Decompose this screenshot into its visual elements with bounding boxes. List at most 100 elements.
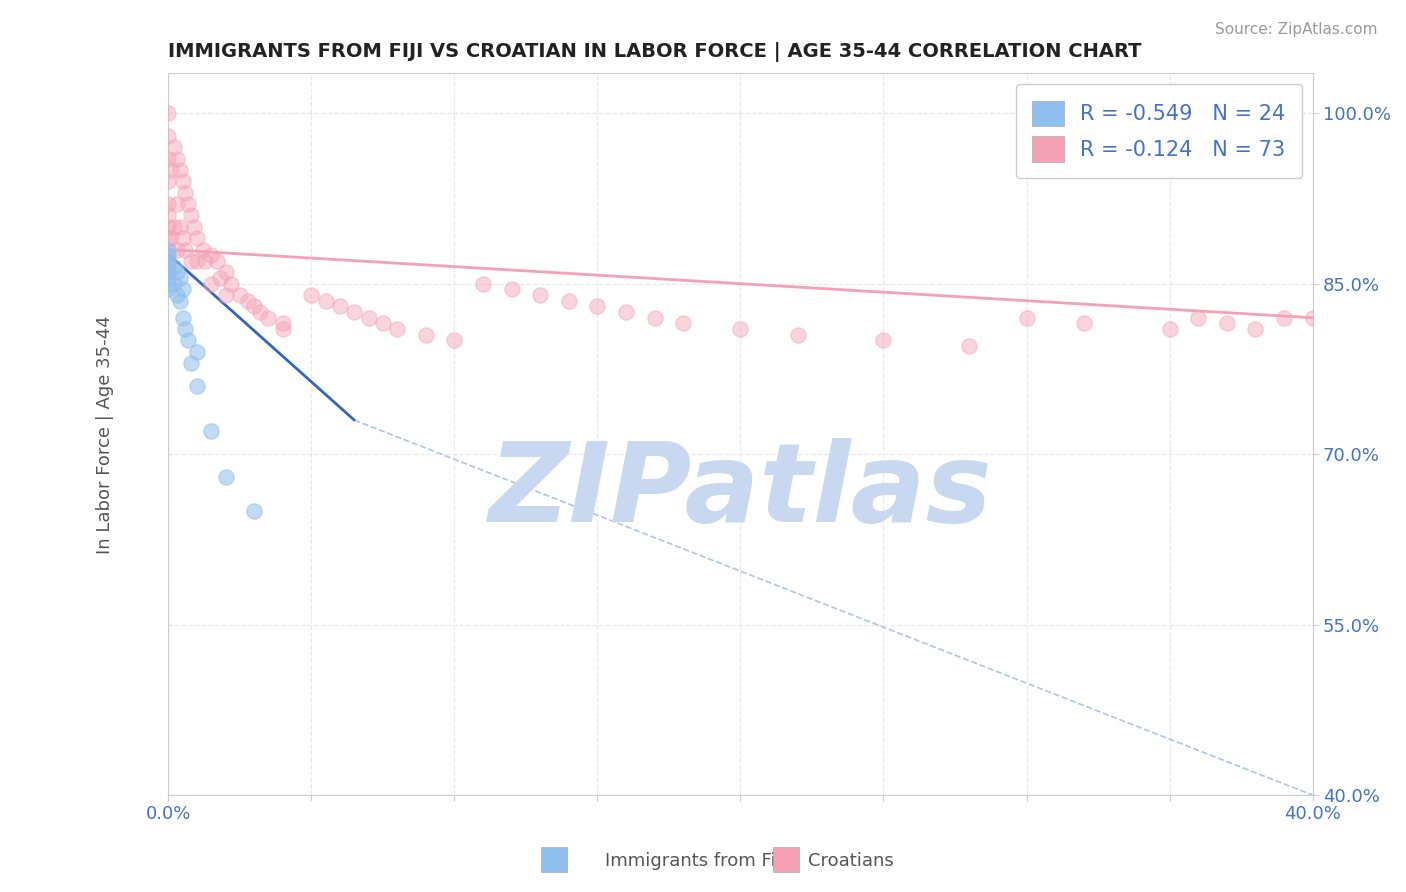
Point <box>357 310 380 325</box>
Point <box>169 163 191 178</box>
Point <box>443 334 465 348</box>
Point <box>174 243 197 257</box>
Point <box>157 254 180 268</box>
Point <box>180 209 202 223</box>
Point <box>501 282 523 296</box>
Point <box>163 140 186 154</box>
Point <box>163 277 186 291</box>
Point <box>315 293 337 308</box>
Point <box>214 288 236 302</box>
Point <box>249 305 271 319</box>
Point <box>1015 310 1038 325</box>
Point <box>257 310 280 325</box>
Point <box>1187 310 1209 325</box>
Point <box>174 322 197 336</box>
Point <box>157 271 180 285</box>
Point <box>157 152 180 166</box>
Point <box>214 470 236 484</box>
Point <box>872 334 894 348</box>
Point <box>1272 310 1295 325</box>
Point <box>672 317 695 331</box>
Point <box>177 334 200 348</box>
Point <box>271 322 294 336</box>
Point <box>385 322 408 336</box>
Point <box>208 271 231 285</box>
Point <box>180 254 202 268</box>
Point <box>157 231 180 245</box>
Point <box>177 197 200 211</box>
Point <box>644 310 666 325</box>
Point <box>214 265 236 279</box>
Point <box>157 243 180 257</box>
Point <box>205 254 228 268</box>
Point <box>586 299 609 313</box>
Point <box>371 317 394 331</box>
Text: In Labor Force | Age 35-44: In Labor Force | Age 35-44 <box>97 315 114 554</box>
Point <box>169 219 191 234</box>
Point <box>157 219 180 234</box>
Text: IMMIGRANTS FROM FIJI VS CROATIAN IN LABOR FORCE | AGE 35-44 CORRELATION CHART: IMMIGRANTS FROM FIJI VS CROATIAN IN LABO… <box>169 42 1142 62</box>
Point <box>271 317 294 331</box>
Point <box>166 197 188 211</box>
Point <box>186 344 208 359</box>
Point <box>160 163 183 178</box>
Text: Source: ZipAtlas.com: Source: ZipAtlas.com <box>1215 22 1378 37</box>
Point <box>1073 317 1095 331</box>
Point <box>786 327 808 342</box>
Text: Immigrants from Fiji: Immigrants from Fiji <box>605 852 786 870</box>
Point <box>157 260 180 274</box>
Point <box>299 288 322 302</box>
Point <box>160 231 183 245</box>
Point <box>558 293 581 308</box>
Legend: R = -0.549   N = 24, R = -0.124   N = 73: R = -0.549 N = 24, R = -0.124 N = 73 <box>1015 84 1302 178</box>
Text: ZIPatlas: ZIPatlas <box>488 439 993 546</box>
Point <box>163 219 186 234</box>
Point <box>200 277 222 291</box>
Point <box>169 271 191 285</box>
Point <box>229 288 252 302</box>
Point <box>472 277 495 291</box>
Point <box>172 310 194 325</box>
Point <box>172 174 194 188</box>
Point <box>1302 310 1324 325</box>
Point <box>1244 322 1267 336</box>
Point <box>219 277 242 291</box>
Point <box>157 277 180 291</box>
Point <box>183 219 205 234</box>
Point <box>157 174 180 188</box>
Point <box>1216 317 1239 331</box>
Point <box>238 293 260 308</box>
Point <box>186 379 208 393</box>
Point <box>157 248 180 262</box>
Point <box>1159 322 1181 336</box>
Point <box>157 248 180 262</box>
Point <box>172 282 194 296</box>
Point <box>186 254 208 268</box>
Point <box>157 282 180 296</box>
Point <box>614 305 637 319</box>
Point <box>166 265 188 279</box>
Text: Croatians: Croatians <box>808 852 894 870</box>
Point <box>343 305 366 319</box>
Point <box>166 288 188 302</box>
Point <box>194 254 217 268</box>
Point <box>415 327 437 342</box>
Point <box>191 243 214 257</box>
Point <box>243 299 266 313</box>
Point <box>172 231 194 245</box>
Point <box>329 299 352 313</box>
Point <box>157 128 180 143</box>
Point <box>200 425 222 439</box>
Point <box>166 152 188 166</box>
Point <box>169 293 191 308</box>
Point <box>163 260 186 274</box>
Point <box>186 231 208 245</box>
Point <box>157 209 180 223</box>
Point <box>529 288 551 302</box>
Point <box>157 197 180 211</box>
Point <box>157 106 180 120</box>
Point <box>157 265 180 279</box>
Point <box>174 186 197 200</box>
Point <box>243 504 266 518</box>
Point <box>730 322 752 336</box>
